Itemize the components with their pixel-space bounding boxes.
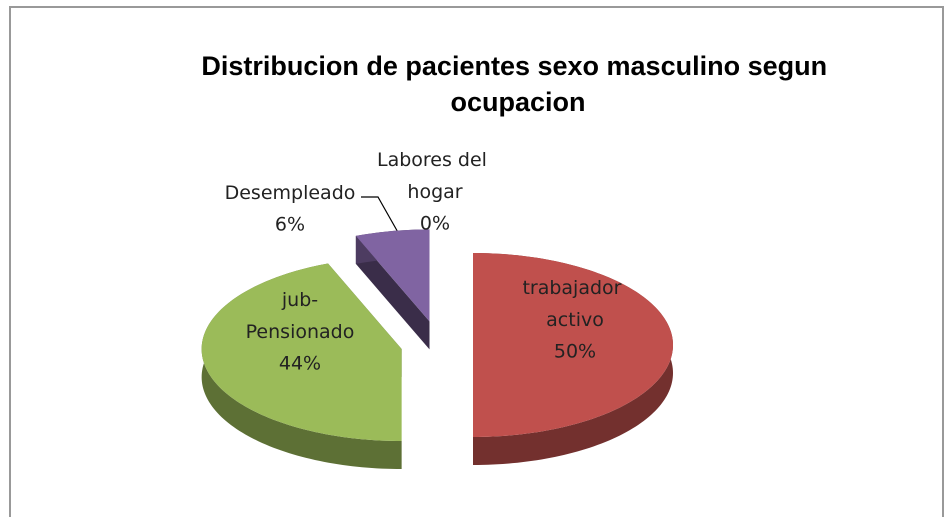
- slice: [355, 229, 430, 322]
- value-label: 0%: [420, 213, 450, 235]
- slice: [201, 263, 402, 442]
- slice-tops: [201, 229, 673, 442]
- category-label: jub-Pensionado: [246, 289, 355, 343]
- value-label: 50%: [554, 341, 596, 363]
- chart-title: Distribucion de pacientes sexo masculino…: [201, 51, 834, 117]
- category-label: Labores del hogar: [377, 149, 493, 203]
- category-label: trabajador activo: [522, 277, 627, 331]
- slice: [473, 253, 673, 437]
- chart-frame: [9, 6, 944, 517]
- value-label: 6%: [275, 214, 305, 236]
- value-label: 44%: [279, 353, 321, 375]
- slice-wall: [355, 235, 430, 350]
- category-label: Desempleado: [225, 182, 356, 204]
